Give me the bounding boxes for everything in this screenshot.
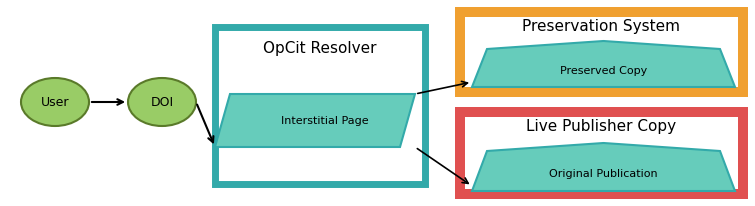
- Text: Preservation System: Preservation System: [522, 18, 680, 33]
- Polygon shape: [472, 42, 735, 88]
- FancyBboxPatch shape: [455, 108, 748, 199]
- Text: OpCit Resolver: OpCit Resolver: [263, 40, 377, 55]
- Ellipse shape: [128, 79, 196, 126]
- Ellipse shape: [21, 79, 89, 126]
- Text: Original Publication: Original Publication: [549, 168, 658, 178]
- Text: DOI: DOI: [150, 96, 174, 109]
- FancyBboxPatch shape: [215, 28, 425, 184]
- Text: Interstitial Page: Interstitial Page: [281, 116, 368, 126]
- FancyBboxPatch shape: [465, 18, 738, 88]
- FancyBboxPatch shape: [465, 117, 738, 189]
- Text: User: User: [41, 96, 69, 109]
- Text: Preserved Copy: Preserved Copy: [560, 66, 647, 76]
- Polygon shape: [472, 143, 735, 191]
- Polygon shape: [215, 95, 415, 147]
- Text: Live Publisher Copy: Live Publisher Copy: [526, 118, 676, 133]
- FancyBboxPatch shape: [455, 8, 748, 97]
